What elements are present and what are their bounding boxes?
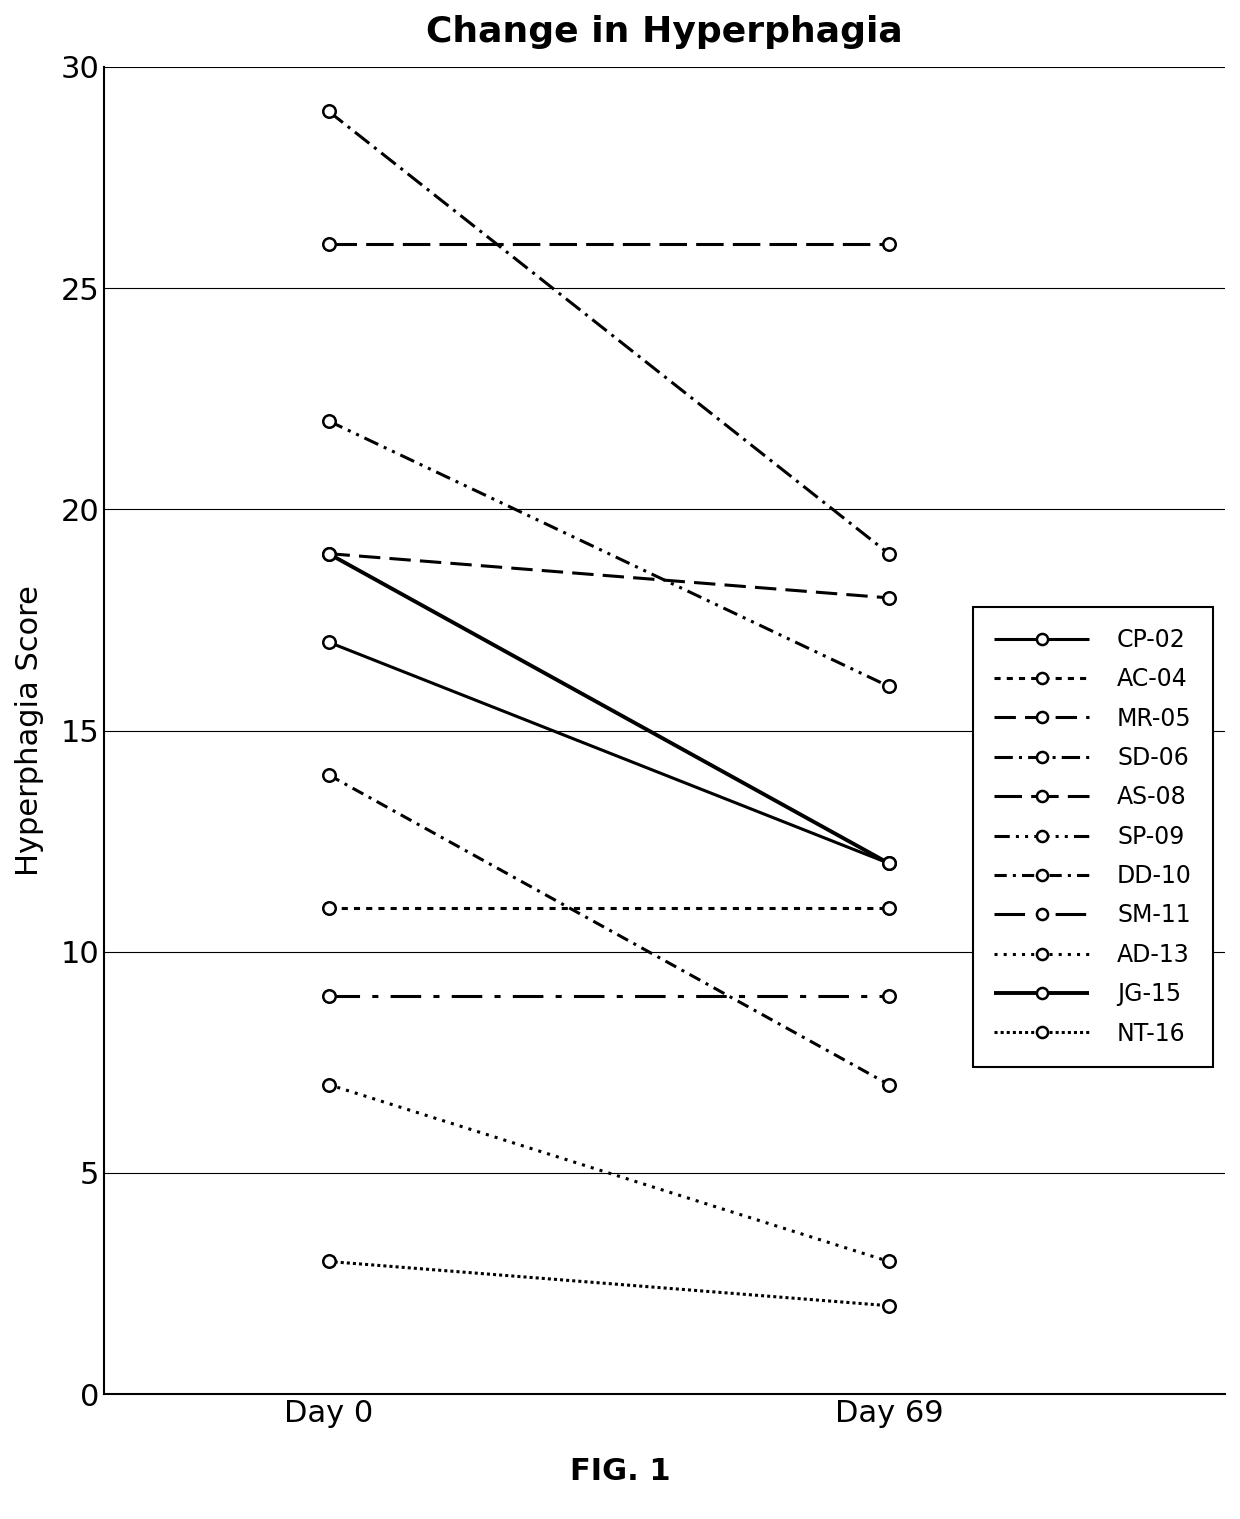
Y-axis label: Hyperphagia Score: Hyperphagia Score	[15, 585, 43, 876]
Text: FIG. 1: FIG. 1	[569, 1457, 671, 1486]
Title: Change in Hyperphagia: Change in Hyperphagia	[427, 15, 903, 49]
Legend: CP-02, AC-04, MR-05, SD-06, AS-08, SP-09, DD-10, SM-11, AD-13, JG-15, NT-16: CP-02, AC-04, MR-05, SD-06, AS-08, SP-09…	[973, 606, 1213, 1066]
